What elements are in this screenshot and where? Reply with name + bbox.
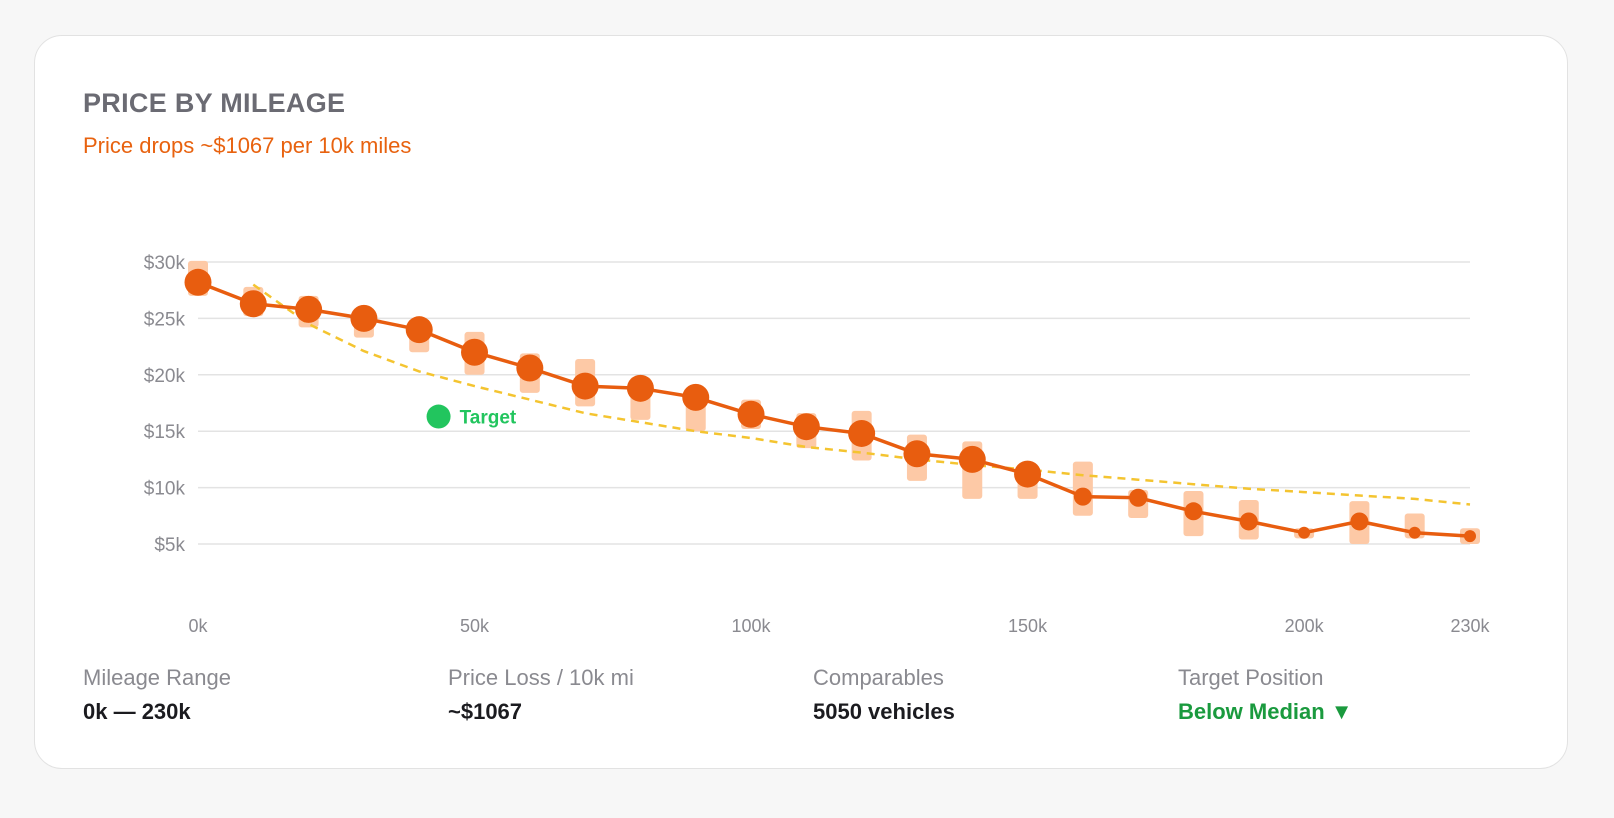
x-tick-label: 0k bbox=[188, 616, 208, 636]
median-price-point bbox=[1184, 502, 1203, 521]
median-price-point bbox=[239, 290, 267, 318]
x-tick-label: 150k bbox=[1008, 616, 1048, 636]
median-price-point bbox=[295, 295, 323, 323]
stat-label: Target Position bbox=[1178, 665, 1324, 690]
card-subtitle: Price drops ~$1067 per 10k miles bbox=[83, 133, 412, 158]
x-tick-label: 200k bbox=[1285, 616, 1325, 636]
card-title: PRICE BY MILEAGE bbox=[83, 88, 346, 118]
median-price-point bbox=[848, 419, 876, 447]
target-label: Target bbox=[460, 408, 517, 429]
median-price-point bbox=[1014, 460, 1042, 488]
trend-line bbox=[252, 283, 1471, 506]
y-tick-label: $30k bbox=[144, 253, 186, 274]
median-price-point bbox=[516, 354, 544, 382]
stat-value: ~$1067 bbox=[448, 699, 523, 724]
stat-mileage-range: Mileage Range 0k — 230k bbox=[83, 665, 231, 725]
y-tick-label: $10k bbox=[144, 479, 186, 500]
median-price-point bbox=[1350, 512, 1369, 531]
median-price-point bbox=[958, 445, 986, 473]
target-marker bbox=[426, 404, 451, 429]
y-tick-label: $20k bbox=[144, 366, 186, 387]
median-price-point bbox=[1073, 487, 1092, 506]
y-tick-label: $15k bbox=[144, 422, 186, 443]
median-price-point bbox=[350, 304, 378, 332]
median-price-point bbox=[1239, 512, 1258, 531]
x-tick-label: 100k bbox=[732, 616, 772, 636]
stat-label: Comparables bbox=[813, 665, 944, 690]
median-price-point bbox=[571, 372, 599, 400]
median-price-point bbox=[1464, 530, 1476, 543]
stat-label: Mileage Range bbox=[83, 665, 231, 690]
median-price-point bbox=[461, 338, 489, 366]
stat-label: Price Loss / 10k mi bbox=[448, 665, 634, 690]
median-price-line bbox=[197, 280, 1471, 538]
stat-comparables: Comparables 5050 vehicles bbox=[813, 665, 955, 725]
y-tick-label: $5k bbox=[154, 535, 185, 556]
median-price-point bbox=[903, 440, 931, 468]
y-tick-label: $25k bbox=[144, 309, 186, 330]
x-tick-label: 50k bbox=[460, 616, 490, 636]
stat-value: 5050 vehicles bbox=[813, 699, 955, 724]
median-price-point bbox=[682, 383, 710, 411]
x-tick-label: 230k bbox=[1450, 616, 1490, 636]
median-price-point bbox=[626, 374, 654, 402]
median-price-point bbox=[792, 413, 820, 441]
median-price-point bbox=[1298, 526, 1311, 539]
price-by-mileage-card bbox=[34, 35, 1568, 769]
stat-value: Below Median ▼ bbox=[1178, 699, 1353, 724]
median-price-point bbox=[737, 400, 765, 428]
median-price-point bbox=[1408, 526, 1421, 539]
median-price-point bbox=[184, 268, 212, 296]
median-price-point bbox=[405, 316, 433, 344]
stat-target-position: Target Position Below Median ▼ bbox=[1178, 665, 1353, 725]
stat-price-loss: Price Loss / 10k mi ~$1067 bbox=[448, 665, 634, 725]
stat-value: 0k — 230k bbox=[83, 699, 191, 724]
median-price-point bbox=[1129, 488, 1148, 507]
